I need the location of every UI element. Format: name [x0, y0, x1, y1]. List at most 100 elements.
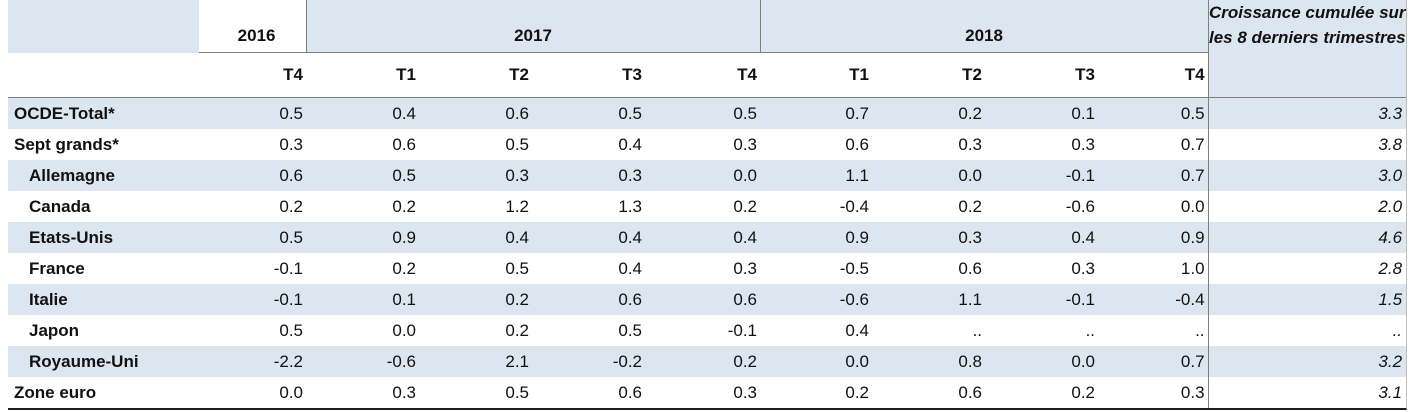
table-row: Zone euro 0.0 0.3 0.5 0.6 0.3 0.2 0.6 0.2 0.3 3.1 — [8, 377, 1407, 408]
value-cell: 0.2 — [199, 191, 306, 222]
cumulative-growth-cell: 3.3 — [1207, 97, 1407, 129]
row-label: Zone euro — [8, 377, 199, 408]
value-cell: 0.2 — [306, 191, 419, 222]
value-cell: -0.1 — [199, 284, 306, 315]
table-row: Sept grands* 0.3 0.6 0.5 0.4 0.3 0.6 0.3 0.3 0.7 3… — [8, 129, 1407, 160]
value-cell: 0.4 — [985, 222, 1099, 253]
value-cell: 0.3 — [985, 129, 1099, 160]
cumulative-growth-cell: 3.1 — [1207, 377, 1407, 408]
value-cell: 0.2 — [872, 191, 986, 222]
row-label: France — [8, 253, 199, 284]
value-cell: 0.5 — [419, 377, 532, 408]
quarter-header: T4 — [645, 52, 761, 98]
value-cell: 0.5 — [1098, 97, 1209, 129]
value-cell: 0.1 — [306, 284, 419, 315]
value-cell: -0.6 — [985, 191, 1099, 222]
table-row: Canada 0.2 0.2 1.2 1.3 0.2 -0.4 0.2 -0.6 0.0 2.0 — [8, 191, 1407, 222]
value-cell: 0.3 — [872, 129, 986, 160]
table-row: Etats-Unis 0.5 0.9 0.4 0.4 0.4 0.9 0.3 0.4 0.9 4.6 — [8, 222, 1407, 253]
value-cell: 0.6 — [199, 160, 306, 191]
value-cell: 0.3 — [872, 222, 986, 253]
value-cell: 0.3 — [645, 129, 761, 160]
table-row: France -0.1 0.2 0.5 0.4 0.3 -0.5 0.6 0.3 1.0 2.8 — [8, 253, 1407, 284]
value-cell: .. — [1098, 315, 1209, 346]
row-label: Royaume-Uni — [8, 346, 199, 377]
value-cell: -0.1 — [985, 284, 1099, 315]
value-cell: 0.0 — [985, 346, 1099, 377]
row-label: OCDE-Total* — [8, 97, 199, 129]
value-cell: 0.3 — [645, 377, 761, 408]
year-2017: 2017 — [305, 0, 761, 53]
row-label: Sept grands* — [8, 129, 199, 160]
row-label: Japon — [8, 315, 199, 346]
value-cell: 0.6 — [872, 377, 986, 408]
cumulative-growth-cell: .. — [1207, 315, 1407, 346]
value-cell: 0.0 — [306, 315, 419, 346]
value-cell: 0.4 — [306, 97, 419, 129]
header-quarter-row: T4 T1 T2 T3 T4 T1 T2 T3 T4 — [8, 52, 1406, 98]
value-cell: 0.2 — [645, 191, 761, 222]
value-cell: -2.2 — [199, 346, 306, 377]
value-cell: -0.6 — [306, 346, 419, 377]
cumulative-growth-header: Croissance cumulée sur les 8 derniers tr… — [1207, 0, 1407, 98]
value-cell: 0.2 — [419, 284, 532, 315]
corner-cell — [8, 0, 199, 53]
year-2018: 2018 — [759, 0, 1209, 53]
cumulative-growth-cell: 4.6 — [1207, 222, 1407, 253]
gdp-growth-table: 2016 2017 2018 Croissance cumulée sur le… — [8, 0, 1407, 408]
value-cell: 0.7 — [1098, 346, 1209, 377]
value-cell: 0.2 — [985, 377, 1099, 408]
cumulative-growth-cell: 2.0 — [1207, 191, 1407, 222]
value-cell: 0.4 — [532, 129, 645, 160]
value-cell: 1.2 — [419, 191, 532, 222]
corner-cell-lower — [8, 52, 199, 98]
value-cell: 0.0 — [1098, 191, 1209, 222]
cumulative-growth-cell: 3.8 — [1207, 129, 1407, 160]
value-cell: 0.7 — [1098, 160, 1209, 191]
value-cell: 0.3 — [419, 160, 532, 191]
value-cell: 1.3 — [532, 191, 645, 222]
value-cell: 0.1 — [985, 97, 1099, 129]
value-cell: 0.5 — [199, 222, 306, 253]
value-cell: 0.2 — [306, 253, 419, 284]
value-cell: 0.0 — [872, 160, 986, 191]
value-cell: 0.3 — [1098, 377, 1209, 408]
value-cell: 0.4 — [419, 222, 532, 253]
value-cell: -0.6 — [760, 284, 873, 315]
value-cell: 0.6 — [532, 284, 645, 315]
value-cell: 0.6 — [760, 129, 873, 160]
value-cell: 0.5 — [419, 129, 532, 160]
table-row: Italie -0.1 0.1 0.2 0.6 0.6 -0.6 1.1 -0.1 -0.4 1.5 — [8, 284, 1407, 315]
year-2016: 2016 — [199, 0, 306, 53]
row-label: Canada — [8, 191, 199, 222]
table-body: OCDE-Total* 0.5 0.4 0.6 0.5 0.5 0.7 0.2 0.1 0.5 3.… — [8, 97, 1407, 408]
value-cell: -0.5 — [760, 253, 873, 284]
cumulative-growth-cell: 3.0 — [1207, 160, 1407, 191]
value-cell: 0.3 — [306, 377, 419, 408]
value-cell: 0.5 — [419, 253, 532, 284]
value-cell: 0.6 — [306, 129, 419, 160]
cumulative-growth-cell: 2.8 — [1207, 253, 1407, 284]
value-cell: 0.9 — [1098, 222, 1209, 253]
value-cell: -0.4 — [760, 191, 873, 222]
value-cell: 0.9 — [760, 222, 873, 253]
row-label: Etats-Unis — [8, 222, 199, 253]
table-row: OCDE-Total* 0.5 0.4 0.6 0.5 0.5 0.7 0.2 0.1 0.5 3.… — [8, 97, 1407, 129]
quarter-header: T4 — [199, 52, 306, 98]
row-label: Italie — [8, 284, 199, 315]
value-cell: 0.6 — [532, 377, 645, 408]
value-cell: 0.6 — [645, 284, 761, 315]
value-cell: .. — [872, 315, 986, 346]
value-cell: -0.4 — [1098, 284, 1209, 315]
gdp-growth-table-container: 2016 2017 2018 Croissance cumulée sur le… — [8, 0, 1407, 410]
value-cell: .. — [985, 315, 1099, 346]
value-cell: 0.2 — [760, 377, 873, 408]
value-cell: 0.5 — [532, 97, 645, 129]
value-cell: 0.3 — [645, 253, 761, 284]
quarter-header: T4 — [1098, 52, 1209, 98]
cumulative-growth-cell: 1.5 — [1207, 284, 1407, 315]
value-cell: 0.3 — [199, 129, 306, 160]
value-cell: 0.4 — [760, 315, 873, 346]
value-cell: -0.1 — [199, 253, 306, 284]
value-cell: 0.2 — [419, 315, 532, 346]
